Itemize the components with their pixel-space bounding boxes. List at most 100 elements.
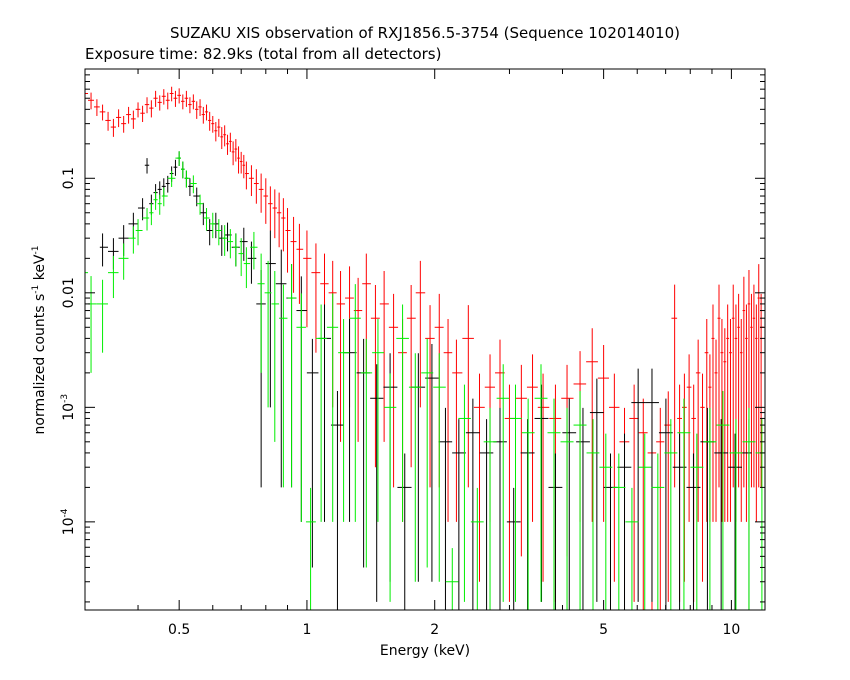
data-point <box>214 122 218 142</box>
data-point <box>729 419 743 610</box>
data-point <box>690 433 704 610</box>
data-point <box>326 293 339 522</box>
data-point <box>638 433 652 610</box>
series-2 <box>84 151 765 610</box>
data-point <box>191 94 196 110</box>
data-point <box>470 487 484 610</box>
x-tick-label: 1 <box>302 622 311 638</box>
data-point <box>287 264 297 488</box>
data-point <box>425 305 435 488</box>
data-point <box>586 328 598 522</box>
data-point <box>237 146 240 174</box>
data-point <box>617 433 632 610</box>
data-point <box>742 276 746 488</box>
data-point <box>534 384 549 602</box>
data-point <box>631 368 646 602</box>
data-point <box>311 243 321 353</box>
series-1 <box>99 151 752 610</box>
data-point <box>258 173 264 213</box>
data-point <box>720 319 724 522</box>
data-point <box>562 398 577 610</box>
data-point <box>695 339 701 522</box>
data-point <box>173 159 178 176</box>
data-point <box>415 260 426 408</box>
data-point <box>233 233 239 267</box>
data-point <box>318 304 331 522</box>
data-point <box>704 319 709 522</box>
data-point <box>576 407 590 610</box>
data-point <box>372 319 385 522</box>
data-point <box>384 373 397 602</box>
y-axis-label-mid: keV <box>32 254 48 285</box>
y-tick-label: 0.01 <box>61 277 77 308</box>
series-0 <box>84 85 764 610</box>
data-point <box>573 390 587 610</box>
data-point <box>149 100 154 118</box>
y-tick-label: 0.1 <box>61 167 77 189</box>
data-point <box>305 487 316 610</box>
data-point <box>452 419 466 610</box>
data-point <box>645 368 659 602</box>
data-point <box>126 106 131 124</box>
data-point <box>218 225 225 256</box>
data-point <box>739 319 743 522</box>
data-point <box>196 194 204 215</box>
data-point <box>217 118 221 137</box>
data-point <box>408 353 422 582</box>
data-point <box>223 125 227 147</box>
data-point <box>671 284 678 488</box>
data-point <box>226 134 229 155</box>
data-point <box>296 223 304 304</box>
data-point <box>107 255 119 299</box>
data-point <box>203 208 210 231</box>
data-point <box>238 238 244 277</box>
data-point <box>370 364 384 602</box>
data-point <box>714 339 718 522</box>
data-point <box>349 284 361 522</box>
data-point <box>462 305 474 488</box>
data-point <box>520 419 535 610</box>
data-point <box>521 398 535 610</box>
data-point <box>140 105 145 123</box>
axes-layer: 0.5 1 2 5 10 0.1 0.01 10-3 10-4 <box>60 68 766 638</box>
data-point <box>290 216 297 293</box>
data-point <box>153 191 158 210</box>
data-point <box>220 127 224 150</box>
data-point <box>737 293 740 488</box>
data-point <box>99 233 108 267</box>
data-point <box>231 141 235 166</box>
data-point <box>153 90 158 107</box>
data-point <box>388 293 399 488</box>
data-point <box>268 186 273 231</box>
data-point <box>135 219 143 246</box>
data-point <box>121 115 127 133</box>
data-point <box>247 241 257 284</box>
data-point <box>537 373 550 582</box>
data-point <box>438 407 453 610</box>
data-point <box>248 165 254 197</box>
data-point <box>96 279 108 353</box>
chart-title: SUZAKU XIS observation of RXJ1856.5-3754… <box>170 24 680 42</box>
data-point <box>276 192 282 248</box>
data-point <box>177 88 181 104</box>
data-point <box>677 398 691 610</box>
data-point <box>110 118 117 137</box>
data-point <box>99 104 106 121</box>
data-point <box>656 407 665 610</box>
data-point <box>243 247 251 289</box>
data-point <box>629 384 639 602</box>
data-point <box>105 111 111 131</box>
data-point <box>157 95 162 111</box>
data-point <box>184 170 190 188</box>
data-point <box>263 178 269 224</box>
data-point <box>700 373 705 582</box>
data-point <box>204 104 209 121</box>
data-point <box>306 338 319 568</box>
data-point <box>397 453 412 610</box>
data-point <box>116 109 122 128</box>
data-point <box>506 487 521 610</box>
data-point <box>206 219 213 246</box>
data-point <box>625 487 639 610</box>
data-point <box>142 208 150 231</box>
